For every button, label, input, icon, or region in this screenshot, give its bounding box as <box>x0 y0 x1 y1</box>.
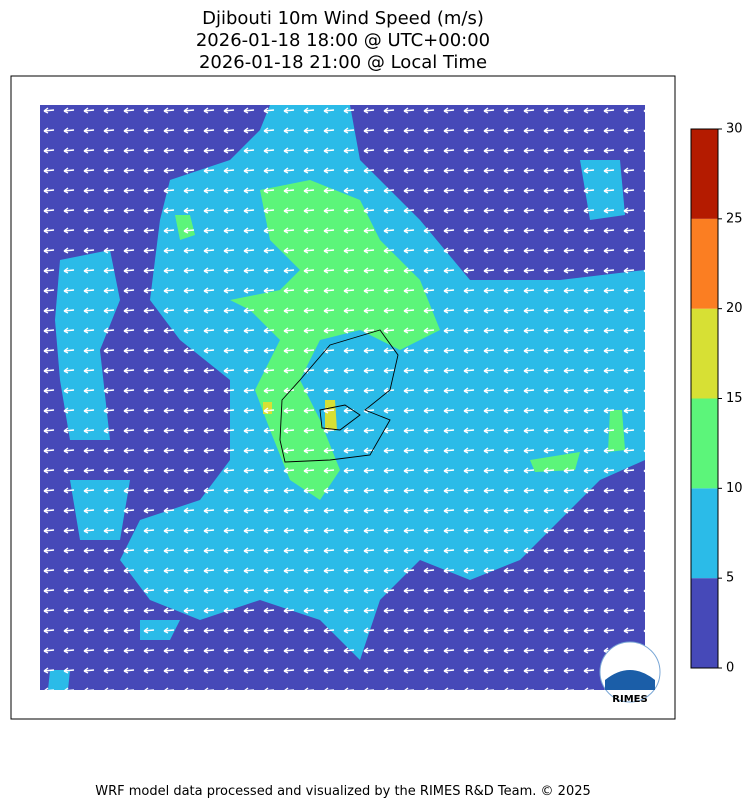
logo: RIMES <box>599 641 661 705</box>
colorbar-segment <box>691 398 718 489</box>
logo-text: RIMES <box>612 694 647 705</box>
colorbar: 0 5 10 15 20 25 30 <box>690 122 743 676</box>
colorbar-tick-label: 25 <box>726 211 743 226</box>
wind-map <box>40 105 645 690</box>
colorbar-tick-label: 0 <box>726 661 734 676</box>
colorbar-segment <box>691 488 718 579</box>
title-line: 2026-01-18 21:00 @ Local Time <box>199 52 487 73</box>
colorbar-tick-label: 30 <box>726 122 743 137</box>
footer: WRF model data processed and visualized … <box>95 784 591 799</box>
colorbar-segment <box>691 308 718 399</box>
colorbar-tick-label: 15 <box>726 391 743 406</box>
title-line: 2026-01-18 18:00 @ UTC+00:00 <box>196 30 490 51</box>
colorbar-segment <box>691 218 718 309</box>
colorbar-tick-label: 5 <box>726 571 734 586</box>
colorbar-segment <box>691 578 718 668</box>
colorbar-tick-label: 20 <box>726 301 743 316</box>
colorbar-tick-label: 10 <box>726 481 743 496</box>
map-frame <box>10 75 676 720</box>
colorbar-segment <box>691 129 718 219</box>
title-line: Djibouti 10m Wind Speed (m/s) <box>202 8 484 29</box>
